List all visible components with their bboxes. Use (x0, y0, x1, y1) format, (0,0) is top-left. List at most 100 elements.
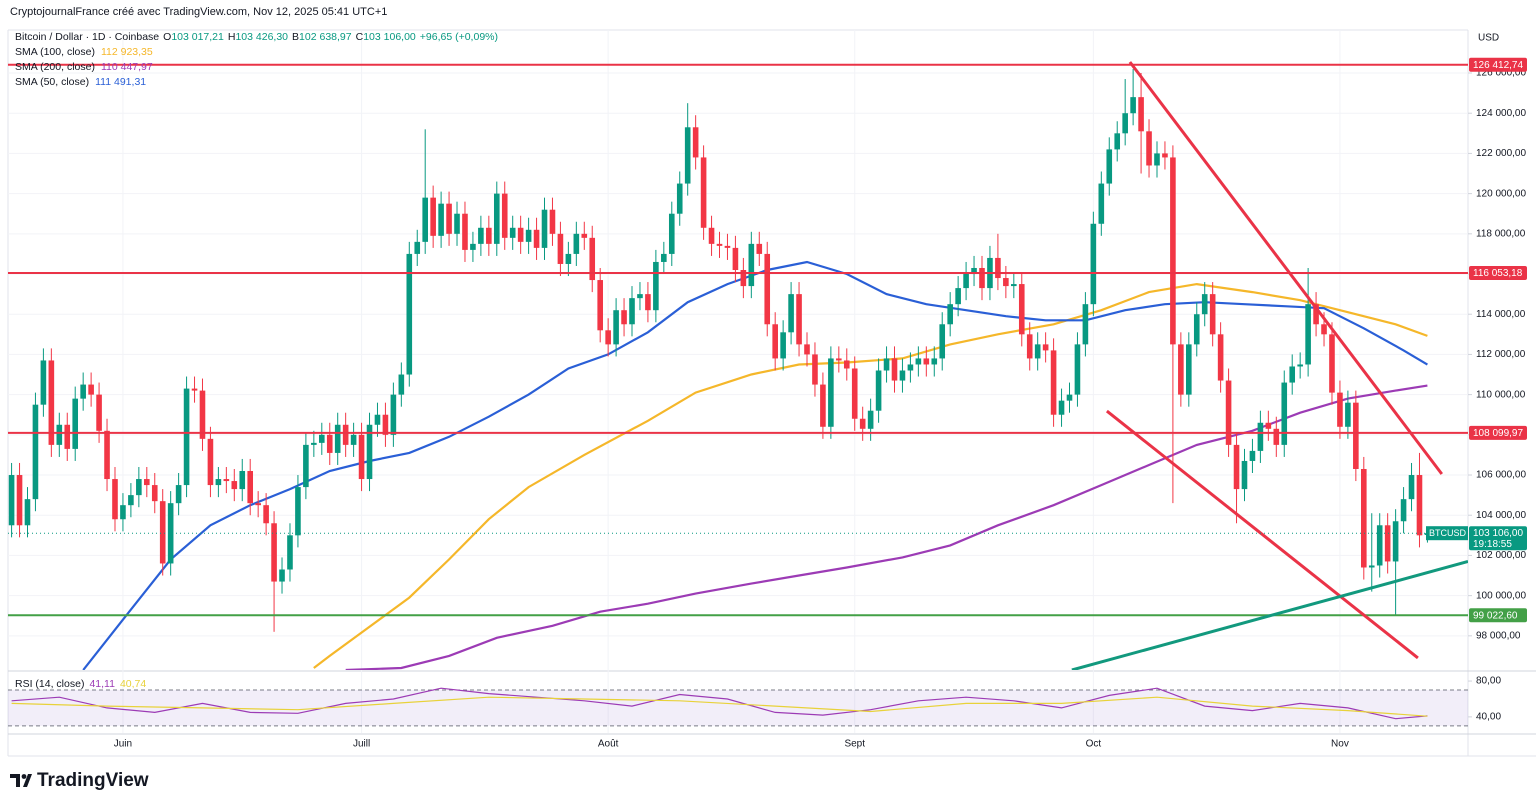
candle-body (1074, 344, 1081, 395)
candle-body (915, 358, 922, 365)
candle-body (509, 227, 516, 238)
candle-body (1265, 422, 1272, 429)
candle-body (1305, 304, 1311, 365)
candle-body (501, 193, 508, 238)
candle-body (867, 410, 874, 429)
candle-body (692, 127, 699, 158)
candle-body (843, 360, 850, 369)
candle-body (207, 438, 214, 486)
y-tick-label: 104 000,00 (1476, 510, 1526, 521)
candle-body (820, 384, 826, 427)
level-tag-label: 116 053,18 (1473, 268, 1523, 279)
candle-body (1114, 133, 1121, 150)
candle-body (517, 227, 524, 242)
candle-body (406, 253, 413, 375)
candle-body (239, 471, 246, 490)
candle-body (716, 243, 723, 246)
x-tick-label: Sept (844, 739, 865, 750)
candle-body (1026, 334, 1033, 359)
candle-body (1225, 380, 1232, 445)
candle-body (271, 523, 277, 582)
level-tag (1469, 265, 1527, 280)
indicator-name: SMA (200, close) (15, 61, 95, 73)
candle-body (1106, 149, 1113, 184)
candle-body (1066, 394, 1073, 401)
level-tag (1469, 57, 1527, 72)
candle-body (700, 157, 707, 228)
y-tick-label: 112 000,00 (1476, 349, 1526, 360)
symbol-tag (1426, 526, 1468, 541)
candle-body (422, 197, 428, 242)
candle-body (398, 374, 405, 395)
rsi-value: 40,74 (120, 678, 146, 690)
candle-body (836, 358, 842, 361)
candle-body (486, 227, 492, 244)
candle-body (358, 434, 365, 480)
candle-body (1313, 304, 1319, 325)
level-tag-label: 126 412,74 (1473, 60, 1523, 71)
candle-body (318, 434, 325, 443)
candle-body (8, 475, 15, 526)
candle-body (605, 330, 611, 345)
rsi-line (11, 687, 1428, 720)
candle-body (557, 233, 564, 264)
trend-line (1071, 560, 1468, 670)
candle-body (263, 505, 269, 524)
candle-body (350, 434, 357, 445)
candle-body (159, 501, 166, 564)
y-tick-label: 98 000,00 (1476, 630, 1521, 641)
candle-body (112, 479, 118, 520)
candle-body (589, 237, 596, 281)
candle-body (438, 203, 444, 236)
y-tick-label: 106 000,00 (1476, 470, 1526, 481)
candle-body (565, 253, 572, 264)
x-tick-label: Nov (1331, 739, 1349, 750)
candle-body (724, 245, 731, 248)
candle-body (645, 294, 651, 311)
candle-body (64, 424, 71, 449)
price-tag-label: 103 106,00 (1473, 528, 1523, 539)
candle-body (16, 475, 23, 526)
candle-body (88, 384, 94, 395)
rsi-value: 41,11 (89, 678, 115, 690)
candle-body (923, 358, 930, 365)
y-tick-label: 124 000,00 (1476, 108, 1526, 119)
candle-body (931, 358, 938, 365)
x-tick-label: Oct (1086, 739, 1102, 750)
candle-body (470, 243, 476, 250)
candle-body (295, 487, 301, 536)
rsi-legend: RSI (14, close) 41,11 40,74 (15, 678, 146, 690)
indicator-value: 112 923,35 (101, 46, 153, 58)
candle-body (175, 485, 182, 504)
candle-body (573, 233, 580, 254)
candle-body (167, 503, 174, 564)
candle-body (1154, 153, 1160, 166)
candle-body (1170, 157, 1176, 345)
indicator-legend: SMA (100, close) 112 923,35 (15, 46, 153, 58)
indicator-value: 111 491,31 (95, 76, 146, 88)
candle-body (223, 479, 230, 482)
candle-body (430, 197, 436, 236)
candle-body (764, 253, 771, 325)
candle-body (128, 495, 134, 506)
candle-body (621, 310, 627, 325)
price-tag (1469, 526, 1527, 551)
rsi-name: RSI (14, close) (15, 678, 84, 690)
logo-mark (10, 774, 32, 787)
candle-body (414, 241, 421, 254)
y-tick-label: 102 000,00 (1476, 550, 1526, 561)
ohlc-key: B (292, 31, 299, 43)
candle-body (311, 442, 317, 445)
y-tick-label: 100 000,00 (1476, 590, 1526, 601)
sma-line (313, 282, 1428, 669)
candle-body (684, 127, 691, 184)
candle-body (963, 274, 969, 289)
candle-body (191, 388, 198, 391)
currency: USD (1478, 33, 1499, 44)
candle-body (947, 304, 953, 325)
candle-body (478, 227, 484, 244)
y-tick-label: 126 000,00 (1476, 68, 1526, 79)
candle-body (1408, 475, 1415, 500)
